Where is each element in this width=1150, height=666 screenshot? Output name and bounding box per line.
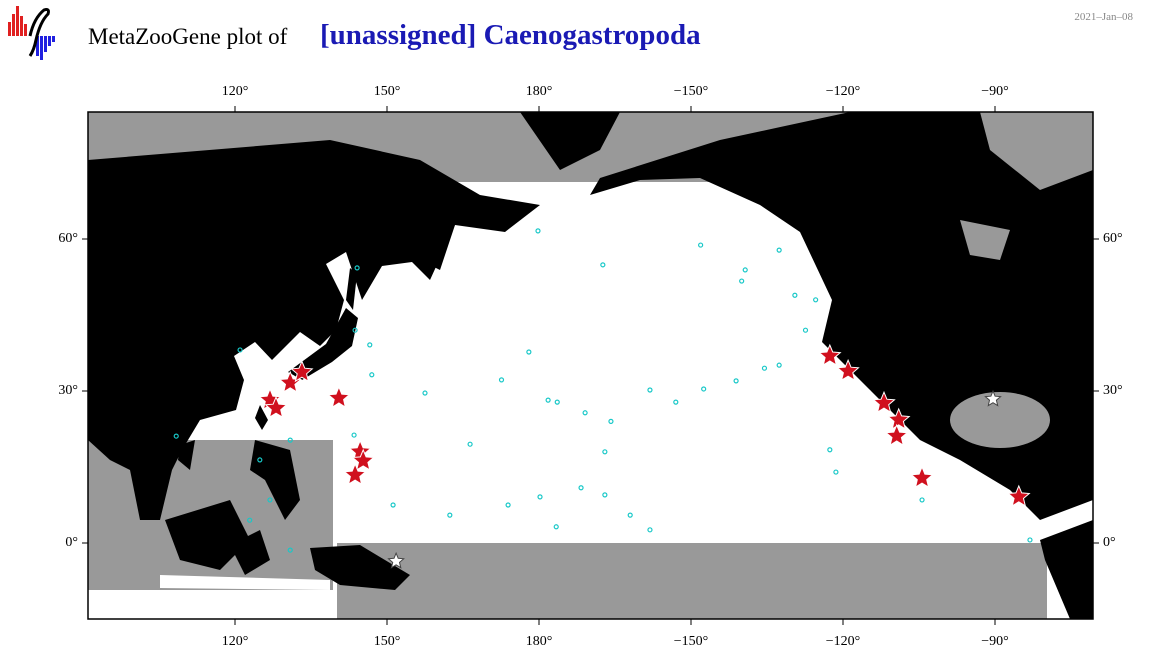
record-star: [910, 465, 934, 489]
title-prefix: MetaZooGene plot of: [88, 24, 288, 49]
station: [257, 457, 263, 463]
lon-tick-label: −150°: [674, 84, 709, 99]
station: [554, 399, 560, 405]
lon-tick-label: −150°: [674, 634, 709, 649]
date: 2021–Jan–08: [1074, 11, 1133, 23]
station: [390, 502, 396, 508]
record-star: [872, 390, 896, 414]
station: [742, 267, 748, 273]
station: [247, 517, 253, 523]
station: [813, 297, 819, 303]
station: [553, 524, 559, 530]
lon-tick-label: 180°: [526, 84, 553, 99]
station: [919, 497, 925, 503]
record-star-white: [984, 389, 1002, 407]
station: [600, 262, 606, 268]
lon-tick-label: −120°: [826, 84, 861, 99]
lon-tick-label: 120°: [222, 84, 249, 99]
station: [761, 365, 768, 371]
station: [447, 512, 453, 518]
station: [776, 362, 782, 368]
station: [505, 502, 511, 508]
map-frame: [87, 111, 1094, 620]
logo: [8, 6, 55, 60]
station: [498, 377, 505, 383]
station: [354, 265, 360, 271]
station: [352, 327, 358, 333]
lat-tick-label: 0°: [65, 535, 78, 550]
lon-tick-label: −90°: [981, 84, 1009, 99]
lat-tick-label: 0°: [1103, 535, 1116, 550]
lat-tick-label: 30°: [58, 383, 78, 398]
station: [673, 399, 679, 405]
station: [467, 441, 473, 447]
station: [647, 527, 653, 533]
station: [535, 228, 541, 234]
title-taxon: [unassigned] Caenogastropoda: [320, 19, 701, 51]
station: [526, 349, 532, 355]
station: [351, 432, 357, 438]
lon-tick-label: −90°: [981, 634, 1009, 649]
station: [776, 247, 782, 253]
station: [698, 242, 704, 248]
record-star: [264, 395, 288, 419]
station: [173, 433, 179, 439]
station: [739, 278, 745, 284]
record-star: [1007, 484, 1031, 507]
station: [802, 327, 809, 333]
lon-tick-label: 150°: [374, 84, 401, 99]
station: [367, 342, 373, 348]
record-star: [884, 423, 909, 447]
station: [627, 512, 633, 518]
record-star: [343, 462, 367, 486]
station: [237, 347, 243, 353]
station: [422, 390, 428, 396]
record-star: [887, 407, 911, 430]
record-star: [818, 343, 842, 366]
map-background: [88, 112, 1093, 619]
station: [578, 485, 584, 491]
record-star: [351, 448, 375, 471]
lon-tick-label: 120°: [222, 634, 249, 649]
station: [602, 449, 608, 455]
record-star: [290, 360, 314, 383]
station: [701, 386, 707, 392]
lat-tick-label: 60°: [58, 231, 78, 246]
station: [369, 372, 375, 378]
station: [582, 410, 588, 416]
station: [545, 397, 551, 403]
station: [792, 292, 798, 298]
lon-tick-label: −120°: [826, 634, 861, 649]
record-star: [836, 358, 860, 382]
record-star: [327, 385, 351, 409]
map-layer: 120° 120° 150° 150° 180° 180° −150° −150° −120° −…: [58, 84, 1122, 649]
station: [647, 387, 653, 393]
station: [608, 418, 614, 424]
station: [267, 497, 273, 503]
station: [1027, 537, 1033, 543]
station: [833, 469, 839, 475]
station: [287, 547, 293, 553]
lat-tick-label: 60°: [1103, 231, 1123, 246]
record-star-white: [387, 551, 405, 569]
station: [733, 378, 739, 384]
lon-tick-label: 180°: [526, 634, 553, 649]
station: [287, 437, 293, 443]
lat-tick-label: 30°: [1103, 383, 1123, 398]
lon-tick-label: 150°: [374, 634, 401, 649]
station: [602, 492, 608, 498]
station: [537, 494, 543, 500]
station: [827, 447, 833, 453]
